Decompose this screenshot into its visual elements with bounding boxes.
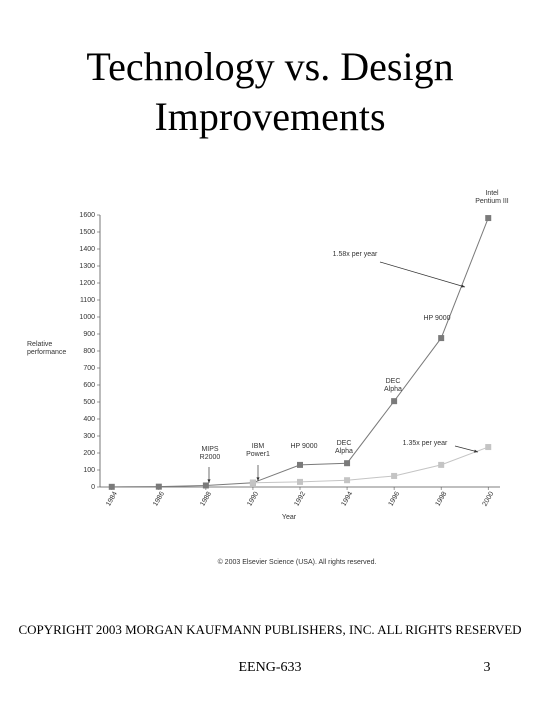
- annotation: 1.58x per year: [332, 251, 378, 258]
- y-axis-label: Relative performance: [27, 341, 67, 356]
- copyright: COPYRIGHT 2003 MORGAN KAUFMANN PUBLISHER…: [18, 622, 522, 637]
- annotation: IBM Power1: [246, 443, 270, 458]
- arrow-head: [474, 449, 478, 453]
- y-tick-label: 900: [83, 331, 95, 338]
- y-tick-label: 200: [83, 450, 95, 457]
- annotation: 1.35x per year: [402, 440, 448, 447]
- x-tick-label: 2000: [482, 491, 496, 508]
- y-tick-label: 300: [83, 433, 95, 440]
- page-number: 3: [483, 660, 491, 675]
- marker: [391, 398, 398, 405]
- x-tick-label: 1996: [387, 491, 401, 508]
- x-tick-label: 1986: [152, 491, 166, 508]
- annotation: Intel Pentium III: [475, 190, 509, 205]
- marker: [485, 215, 492, 222]
- marker: [297, 461, 303, 468]
- x-tick-label: 1984: [105, 491, 119, 508]
- slide-title: Technology vs. Design Improvements: [86, 44, 454, 139]
- course: EENG-633: [238, 660, 302, 675]
- marker: [344, 477, 351, 484]
- y-tick-label: 0: [91, 484, 95, 491]
- x-tick-label: 1990: [246, 491, 260, 508]
- y-tick-label: 400: [83, 416, 95, 423]
- marker: [485, 444, 492, 451]
- marker: [249, 479, 256, 486]
- x-tick-label: 1992: [293, 491, 307, 508]
- credit: © 2003 Elsevier Science (USA). All right…: [217, 559, 377, 566]
- marker: [344, 460, 351, 467]
- y-tick-label: 500: [83, 399, 95, 406]
- x-tick-label: 1988: [199, 491, 213, 508]
- y-tick-label: 700: [83, 365, 95, 372]
- marker: [391, 472, 398, 479]
- y-tick-label: 1200: [79, 280, 95, 287]
- marker: [108, 483, 115, 490]
- marker: [438, 335, 445, 342]
- annotation: DEC Alpha: [384, 378, 402, 393]
- arrow-head: [461, 284, 465, 288]
- annotation: HP 9000: [423, 315, 451, 322]
- marker: [297, 478, 303, 485]
- y-tick-label: 1400: [79, 246, 95, 253]
- y-tick-label: 1100: [80, 297, 95, 304]
- arrow-head: [256, 477, 260, 481]
- x-axis-label: Year: [281, 514, 297, 521]
- y-tick-label: 600: [83, 382, 95, 389]
- series-line: [252, 446, 489, 484]
- y-tick-label: 1000: [79, 314, 95, 321]
- y-tick-label: 1600: [79, 212, 95, 219]
- marker: [155, 483, 162, 490]
- marker: [438, 461, 445, 468]
- y-tick-label: 100: [83, 467, 95, 474]
- y-tick-label: 800: [83, 348, 95, 355]
- annotation-arrow: [454, 445, 479, 453]
- marker: [202, 482, 209, 489]
- x-tick-label: 1994: [340, 491, 354, 508]
- annotation: MIPS R2000: [199, 446, 221, 461]
- x-tick-label: 1998: [435, 491, 449, 508]
- arrow-head: [207, 479, 211, 483]
- annotation: HP 9000: [290, 443, 318, 450]
- annotation-arrow: [379, 261, 466, 288]
- annotation: DEC Alpha: [335, 440, 353, 455]
- y-tick-label: 1500: [79, 229, 95, 236]
- y-tick-label: 1300: [79, 263, 95, 270]
